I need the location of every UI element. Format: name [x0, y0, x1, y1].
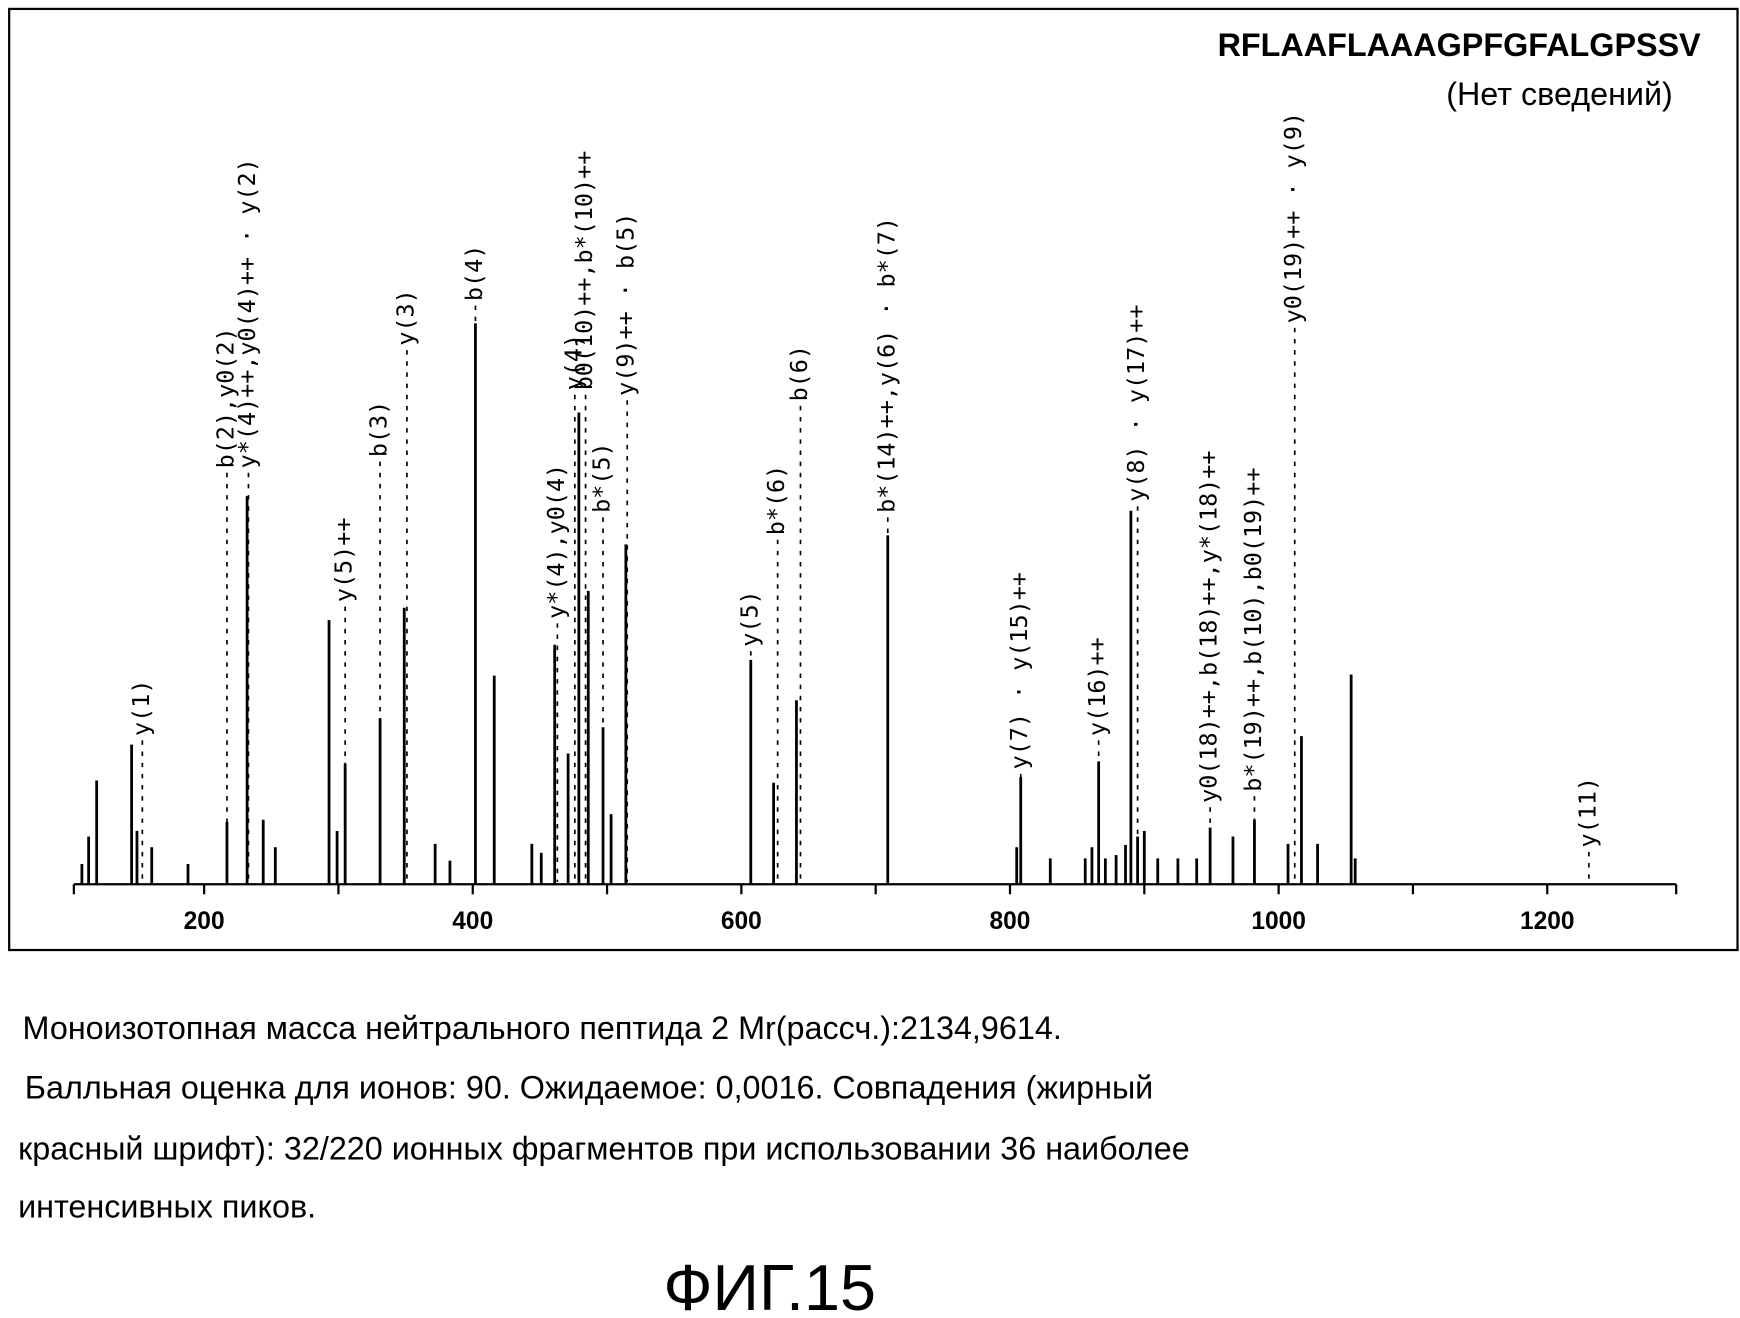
figure-label: ФИГ.15	[663, 1251, 876, 1318]
annotation-label: b0(10)++,b*(10)++	[570, 151, 598, 391]
annotation-label: y0(18)++,b(18)++,y*(18)++	[1195, 451, 1223, 803]
x-tick-label: 1200	[1520, 908, 1575, 935]
x-tick-label: 1000	[1251, 908, 1306, 935]
caption-line: Моноизотопная масса нейтрального пептида…	[23, 1010, 1062, 1046]
x-tick-label: 600	[721, 908, 762, 935]
caption-line: Балльная оценка для ионов: 90. Ожидаемое…	[25, 1069, 1153, 1105]
annotation-label: b(3)	[365, 401, 393, 457]
annotation-label: y(8) · y(17)++	[1122, 304, 1150, 501]
annotation-label: b(6)	[785, 345, 813, 401]
caption-line: интенсивных пиков.	[18, 1189, 316, 1225]
annotation-label: y(1)	[127, 680, 155, 736]
annotation-label: y(16)++	[1083, 637, 1111, 736]
x-tick-label: 400	[452, 908, 493, 935]
annotation-label: y(7) · y(15)++	[1005, 572, 1033, 769]
x-tick-label: 800	[990, 908, 1031, 935]
annotation-label: b*(5)	[588, 442, 616, 512]
annotation-label: y(5)	[735, 590, 763, 646]
annotation-label: y*(4),y0(4)	[542, 464, 570, 619]
annotation-label: y(5)++	[330, 518, 358, 603]
annotation-label: b*(14)++,y(6) · b*(7)	[872, 217, 900, 513]
annotation-label: y(9)++ · b(5)	[612, 213, 640, 396]
annotation-label: y(11)	[1573, 777, 1601, 847]
annotation-label: y(3)	[391, 289, 419, 345]
caption-line: красный шрифт): 32/220 ионных фрагментов…	[18, 1131, 1190, 1167]
annotation-label: y*(4)++,y0(4)++ · y(2)	[233, 158, 261, 468]
annotation-label: y0(19)++ · y(9)	[1279, 112, 1307, 323]
caption: Моноизотопная масса нейтрального пептида…	[18, 1010, 1190, 1224]
x-tick-label: 200	[184, 908, 225, 935]
chart-title: RFLAAFLAAAGPFGFALGPSSV	[1218, 27, 1702, 63]
annotation-label: b*(6)	[762, 465, 790, 535]
annotation-label: b*(19)++,b(10),b0(19)++	[1239, 468, 1267, 792]
chart-subtitle: (Нет сведений)	[1446, 76, 1673, 112]
annotation-label: b(4)	[460, 245, 488, 301]
